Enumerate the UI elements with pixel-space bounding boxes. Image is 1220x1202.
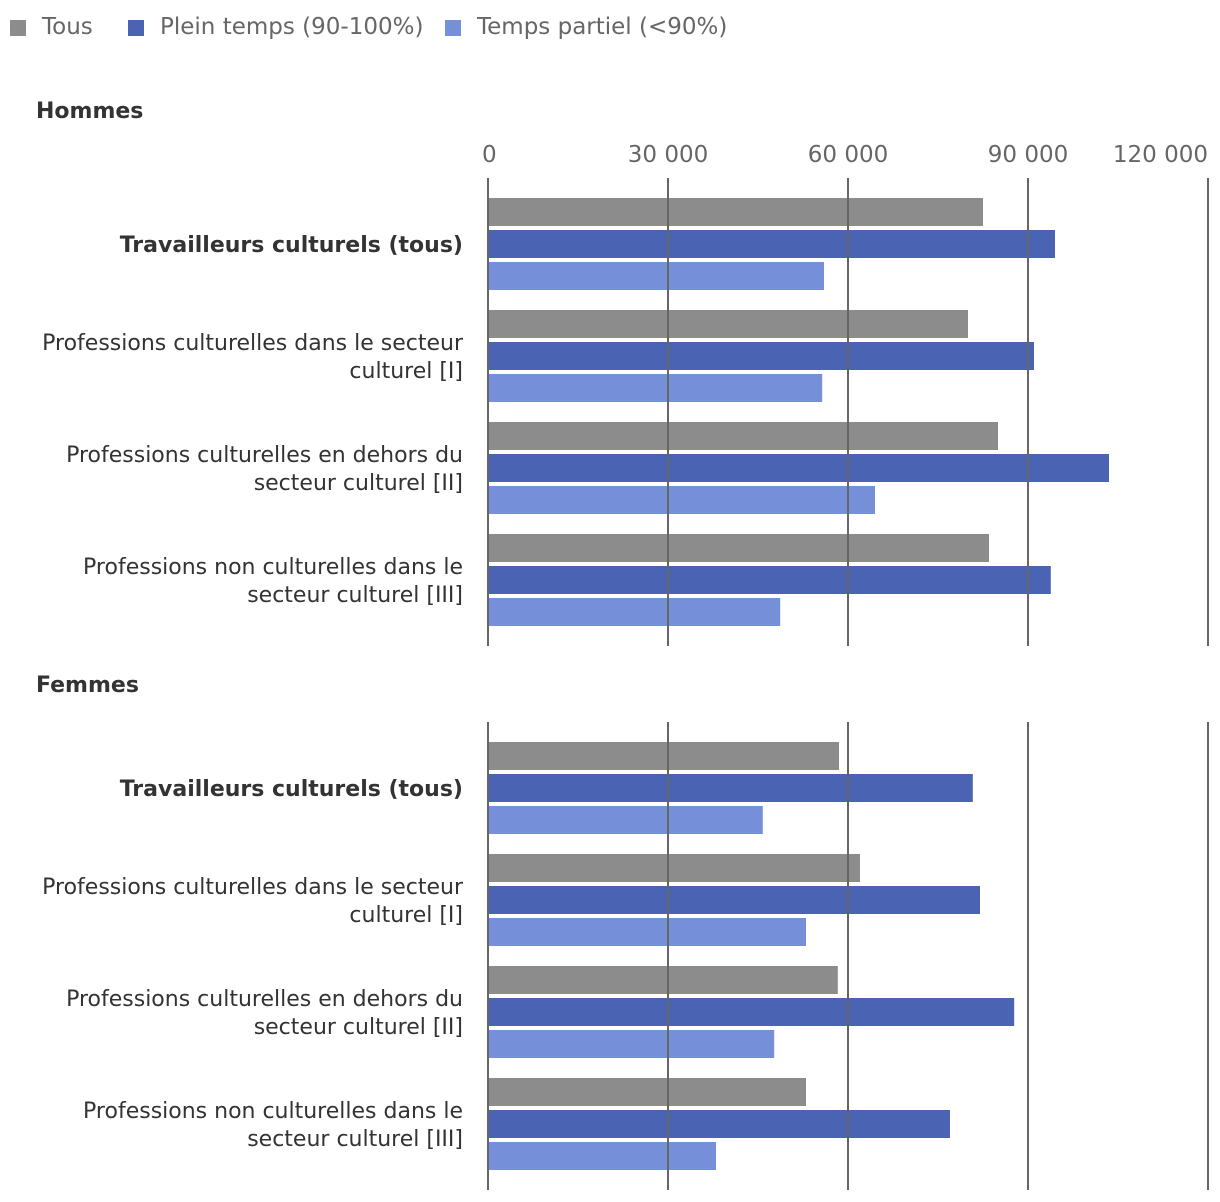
bar-hommes-plein-temps-90-100 — [488, 230, 1055, 258]
panel-femmes: Femmes Travailleurs culturels (tous) Profe… — [36, 673, 1209, 1190]
bar-femmes-temps-partiel-90 — [488, 918, 806, 946]
category-label: Professions culturelles en dehors du sect… — [66, 987, 463, 1040]
category-label: Professions culturelles en dehors du sect… — [66, 443, 463, 496]
x-axis-tick-labels: 0 30 000 60 000 90 000 120 000 — [482, 142, 1208, 168]
legend-label-tous: Tous — [41, 14, 93, 40]
category-label: Professions culturelles dans le secteur c… — [42, 875, 464, 928]
bar-hommes-temps-partiel-90 — [488, 262, 824, 290]
bar-hommes-plein-temps-90-100 — [488, 566, 1051, 594]
bar-hommes-temps-partiel-90 — [488, 598, 781, 626]
legend-label-temps-partiel-90: Temps partiel (<90%) — [476, 14, 727, 40]
bar-femmes-tous — [488, 966, 838, 994]
x-tick-label-0: 0 — [482, 142, 497, 168]
bar-femmes-plein-temps-90-100 — [488, 998, 1015, 1026]
chart-panels: Hommes Travailleurs culturels (tous) Profe… — [36, 99, 1209, 1190]
bar-hommes-temps-partiel-90 — [488, 374, 823, 402]
legend-swatch-plein-temps-90-100 — [128, 20, 144, 36]
bar-femmes-temps-partiel-90 — [488, 806, 763, 834]
bar-femmes-plein-temps-90-100 — [488, 886, 980, 914]
x-tick-label-60-000: 60 000 — [808, 142, 888, 168]
bar-femmes-tous — [488, 854, 860, 882]
bar-femmes-temps-partiel-90 — [488, 1030, 775, 1058]
bar-hommes-tous — [488, 534, 989, 562]
x-tick-label-90-000: 90 000 — [988, 142, 1068, 168]
bar-hommes-temps-partiel-90 — [488, 486, 875, 514]
bar-hommes-plein-temps-90-100 — [488, 454, 1109, 482]
panel-title-femmes: Femmes — [36, 673, 139, 698]
bar-femmes-plein-temps-90-100 — [488, 774, 973, 802]
category-label: Professions non culturelles dans le secte… — [83, 555, 463, 608]
category-label: Professions non culturelles dans le secte… — [83, 1099, 463, 1152]
bar-femmes-plein-temps-90-100 — [488, 1110, 950, 1138]
category-label: Travailleurs culturels (tous) — [120, 233, 463, 258]
category-label: Travailleurs culturels (tous) — [120, 777, 463, 802]
panel-hommes: Hommes Travailleurs culturels (tous) Profe… — [36, 99, 1209, 646]
bar-femmes-tous — [488, 742, 839, 770]
legend-label-plein-temps-90-100: Plein temps (90-100%) — [160, 14, 423, 40]
panel-title-hommes: Hommes — [36, 99, 143, 124]
bar-femmes-tous — [488, 1078, 806, 1106]
bar-hommes-plein-temps-90-100 — [488, 342, 1034, 370]
legend-swatch-tous — [10, 20, 26, 36]
bar-femmes-temps-partiel-90 — [488, 1142, 716, 1170]
x-tick-label-120-000: 120 000 — [1113, 142, 1208, 168]
x-tick-label-30-000: 30 000 — [628, 142, 708, 168]
legend: Tous Plein temps (90-100%) Temps partiel (… — [10, 14, 727, 40]
legend-swatch-temps-partiel-90 — [445, 20, 461, 36]
bar-hommes-tous — [488, 422, 998, 450]
bar-hommes-tous — [488, 198, 983, 226]
bar-hommes-tous — [488, 310, 968, 338]
category-label: Professions culturelles dans le secteur c… — [42, 331, 464, 384]
